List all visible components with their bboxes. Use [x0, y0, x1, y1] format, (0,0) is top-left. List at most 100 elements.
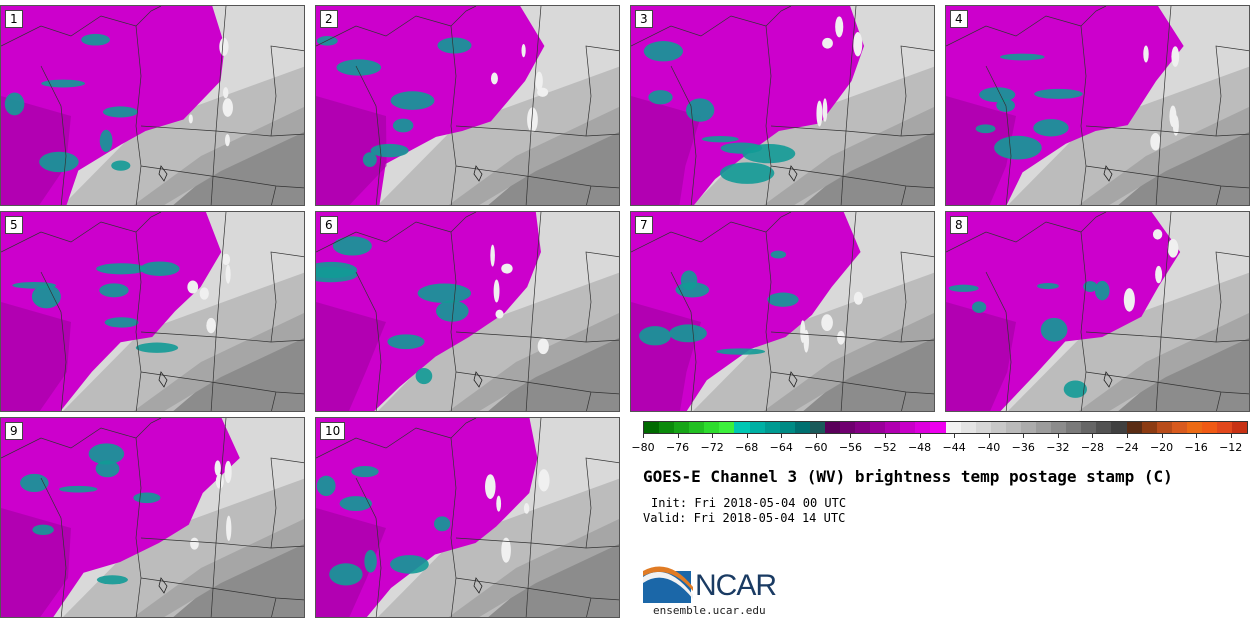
wv-map — [1, 212, 304, 411]
panel-member-label: 4 — [950, 10, 968, 28]
colorbar-tick-label: −76 — [665, 441, 690, 454]
colorbar-swatch — [840, 422, 856, 433]
postage-stamp-panel: 2 — [315, 5, 620, 206]
colorbar-swatch — [1186, 422, 1202, 433]
wv-map — [316, 212, 619, 411]
colorbar-swatch — [734, 422, 750, 433]
init-time: Init: Fri 2018-05-04 00 UTC — [651, 496, 847, 510]
colorbar-tick-label: −24 — [1115, 441, 1139, 454]
colorbar-swatch — [644, 422, 660, 433]
ncar-logo: NCAR — [643, 563, 803, 613]
panel-member-label: 9 — [5, 422, 23, 440]
colorbar-swatch — [855, 422, 871, 433]
colorbar-swatch — [1126, 422, 1142, 433]
colorbar-swatch — [749, 422, 765, 433]
wv-map — [316, 6, 619, 205]
valid-time: Valid: Fri 2018-05-04 14 UTC — [643, 511, 846, 525]
panel-member-label: 5 — [5, 216, 23, 234]
colorbar-tick-label: −64 — [769, 441, 793, 454]
postage-stamp-panel: 6 — [315, 211, 620, 412]
logo-wordmark: NCAR — [695, 569, 777, 602]
wv-map — [946, 212, 1249, 411]
wv-map — [631, 6, 934, 205]
colorbar-tick — [1092, 434, 1094, 438]
colorbar-tick-label: −56 — [838, 441, 863, 454]
colorbar-swatch — [719, 422, 735, 433]
panel-member-label: 10 — [320, 422, 346, 440]
panel-member-label: 8 — [950, 216, 968, 234]
colorbar-tick — [1023, 434, 1025, 438]
colorbar-swatch — [794, 422, 810, 433]
colorbar-swatch — [1005, 422, 1021, 433]
ncar-swoosh-icon — [643, 566, 693, 603]
colorbar-tick — [1196, 434, 1198, 438]
colorbar-swatch — [1036, 422, 1052, 433]
postage-stamp-panel: 7 — [630, 211, 935, 412]
wv-map — [946, 6, 1249, 205]
colorbar-swatch — [900, 422, 916, 433]
colorbar-tick-label: −72 — [700, 441, 724, 454]
colorbar-swatch — [1051, 422, 1067, 433]
colorbar-swatch — [930, 422, 946, 433]
colorbar-tick-label: −80 — [631, 441, 655, 454]
colorbar-tick-label: −60 — [804, 441, 828, 454]
colorbar-tick — [954, 434, 956, 438]
colorbar-swatch — [1020, 422, 1037, 433]
colorbar-swatch — [704, 422, 720, 433]
colorbar-swatch — [885, 422, 901, 433]
colorbar-swatch — [1066, 422, 1082, 433]
colorbar-tick — [746, 434, 748, 438]
wv-map — [1, 418, 304, 617]
colorbar-swatch — [870, 422, 886, 433]
colorbar-tick — [815, 434, 817, 438]
figure-title: GOES-E Channel 3 (WV) brightness temp po… — [643, 467, 1173, 486]
colorbar-tick-label: −36 — [1011, 441, 1035, 454]
panel-member-label: 7 — [635, 216, 653, 234]
colorbar-swatch — [1081, 422, 1097, 433]
colorbar-swatch — [1171, 422, 1187, 433]
colorbar-tick-label: −68 — [735, 441, 759, 454]
colorbar-swatch — [764, 422, 780, 433]
colorbar-swatch — [1141, 422, 1157, 433]
colorbar-tick — [1230, 434, 1232, 438]
colorbar-swatch — [689, 422, 705, 433]
panel-member-label: 1 — [5, 10, 23, 28]
panel-member-label: 3 — [635, 10, 653, 28]
panel-member-label: 6 — [320, 216, 338, 234]
postage-stamp-panel: 8 — [945, 211, 1250, 412]
colorbar-swatch — [779, 422, 795, 433]
colorbar-tick — [885, 434, 886, 438]
colorbar-swatch — [1111, 422, 1127, 433]
colorbar-swatch — [1232, 422, 1248, 433]
colorbar-tick-label: −28 — [1080, 441, 1105, 454]
colorbar-tick-label: −20 — [1149, 441, 1174, 454]
colorbar-swatch — [809, 422, 825, 433]
colorbar-tick-label: −12 — [1219, 441, 1243, 454]
postage-stamp-panel: 3 — [630, 5, 935, 206]
colorbar-swatch — [1201, 422, 1217, 433]
colorbar-tick — [1057, 434, 1059, 438]
colorbar-tick-label: −40 — [977, 441, 1001, 454]
colorbar-tick — [919, 434, 921, 438]
colorbar-tick — [850, 434, 852, 438]
postage-stamp-panel: 4 — [945, 5, 1250, 206]
colorbar-swatch — [1216, 422, 1233, 433]
panel-member-label: 2 — [320, 10, 338, 28]
colorbar-swatch — [915, 422, 931, 433]
colorbar-swatch — [674, 422, 690, 433]
colorbar-tick — [1161, 434, 1163, 438]
postage-stamp-panel: 1 — [0, 5, 305, 206]
colorbar-tick-label: −44 — [942, 441, 966, 454]
colorbar-tick — [712, 434, 714, 438]
wv-map — [1, 6, 304, 205]
colorbar-tick-label: −32 — [1046, 441, 1070, 454]
colorbar-tick-label: −52 — [873, 441, 897, 454]
colorbar-swatch — [1156, 422, 1172, 433]
colorbar-tick-label: −48 — [907, 441, 932, 454]
colorbar-swatch — [975, 422, 991, 433]
colorbar-swatch — [1096, 422, 1112, 433]
postage-stamp-panel: 9 — [0, 417, 305, 618]
colorbar-ticks: −80 −76 −72 −68 −64 −60 −56 −52 −48 −44 −40 −36 −32−… — [631, 434, 1248, 454]
postage-stamp-panel: 10 — [315, 417, 620, 618]
colorbar-swatch — [945, 422, 961, 433]
